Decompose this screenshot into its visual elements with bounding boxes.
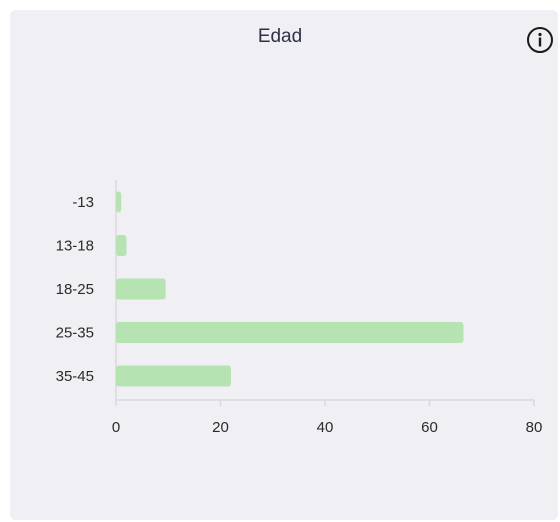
info-icon[interactable] xyxy=(526,26,554,54)
category-label: 13-18 xyxy=(56,238,94,255)
bar-25-35[interactable] xyxy=(116,322,464,343)
chart-card xyxy=(10,10,558,520)
category-label: -13 xyxy=(72,194,94,211)
bar--13[interactable] xyxy=(116,191,122,213)
bar-35-45[interactable] xyxy=(116,365,231,387)
x-tick-label: 0 xyxy=(112,419,120,436)
category-label: 25-35 xyxy=(56,325,94,342)
x-tick-label: 20 xyxy=(212,419,229,436)
bar-13-18[interactable] xyxy=(116,235,127,256)
category-label: 35-45 xyxy=(56,368,94,385)
x-tick-label: 60 xyxy=(421,419,438,436)
bar-18-25[interactable] xyxy=(116,278,166,300)
chart-title: Edad xyxy=(257,26,303,47)
x-tick-label: 80 xyxy=(526,419,543,436)
category-label: 18-25 xyxy=(56,281,94,298)
x-tick-label: 40 xyxy=(317,419,334,436)
